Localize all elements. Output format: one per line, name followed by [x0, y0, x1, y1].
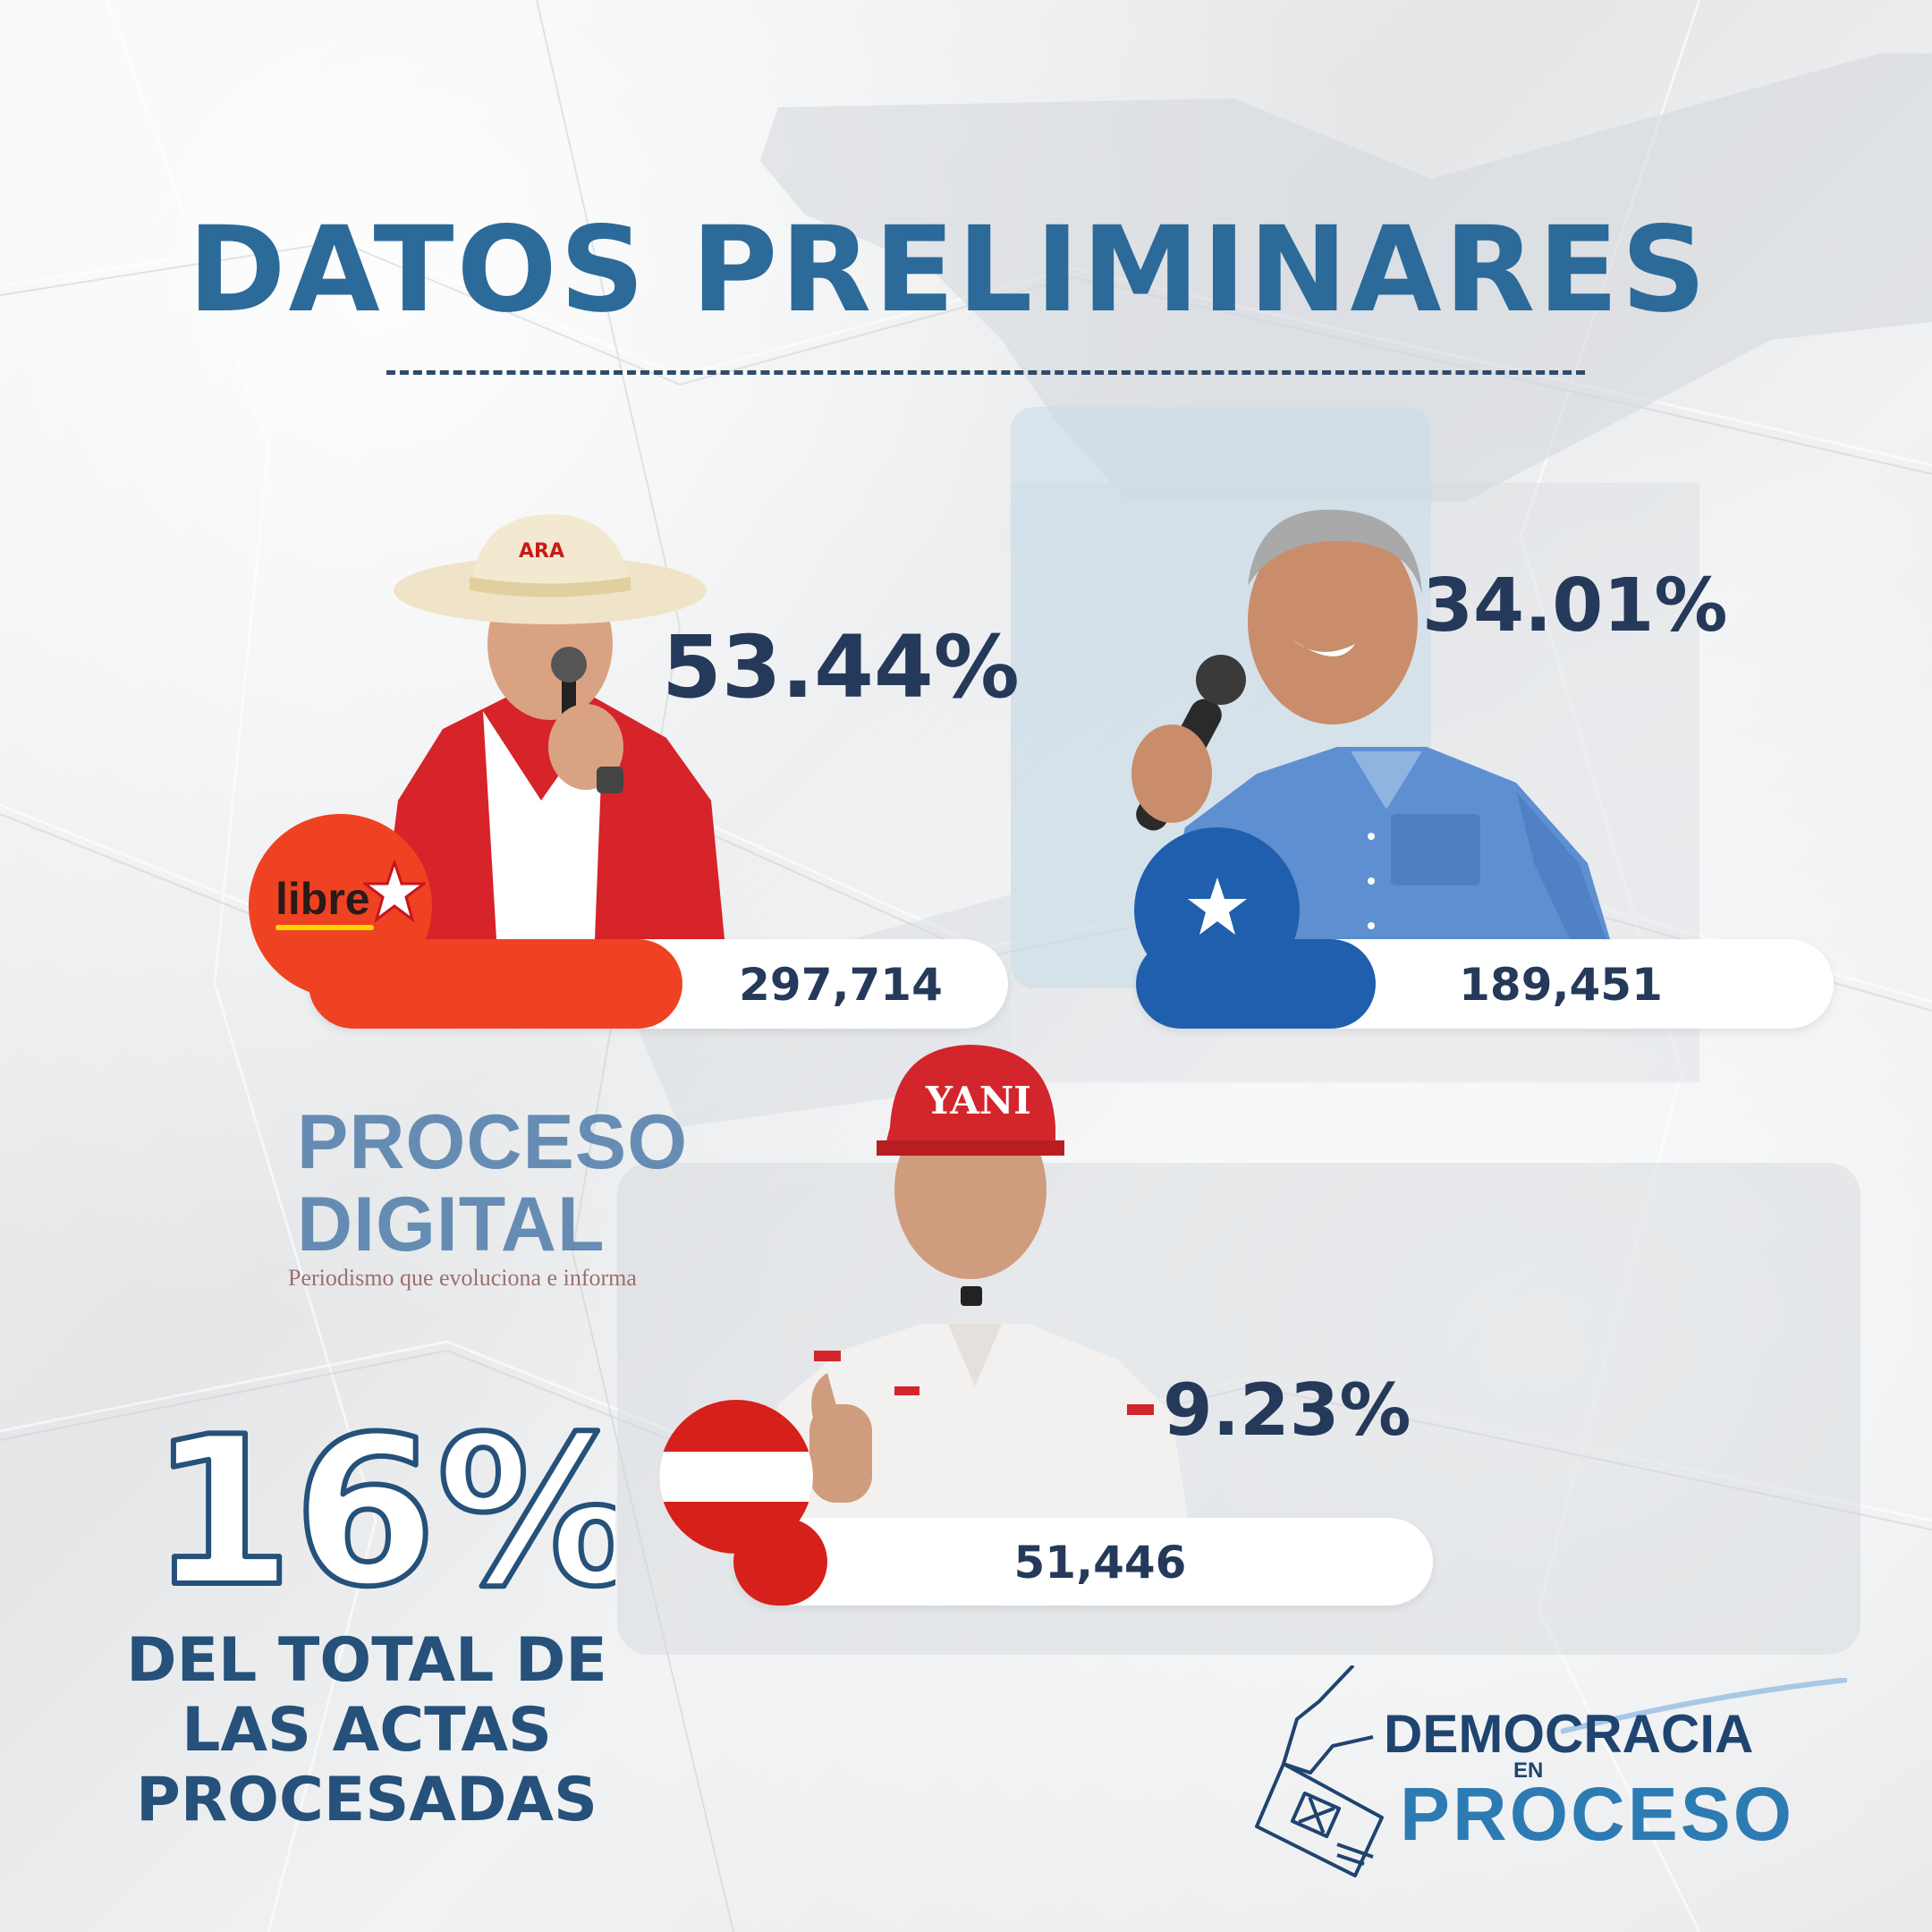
liberal-percent: 9.23%: [1163, 1368, 1411, 1452]
libre-logo-swoosh: [275, 925, 374, 930]
progress-caption: DEL TOTAL DE LAS ACTAS PROCESADAS: [89, 1626, 644, 1835]
liberal-vote-bar: [733, 1518, 1433, 1606]
candidate-liberal-photo: YANI: [760, 1045, 1190, 1530]
watermark-line2: DIGITAL: [297, 1182, 606, 1267]
liberal-votes: 51,446: [1013, 1537, 1187, 1589]
libre-votes: 297,714: [739, 959, 943, 1011]
watermark-line1: PROCESO: [297, 1099, 689, 1185]
libre-logo-text: libre: [275, 874, 370, 924]
libre-percent: 53.44%: [662, 617, 1020, 717]
liberal-cap-text: YANI: [925, 1079, 1031, 1123]
nacional-party-logo: [1134, 827, 1300, 993]
brand-swoosh: [1561, 1678, 1847, 1734]
star-icon: [1188, 877, 1247, 935]
nacional-percent: 34.01%: [1422, 564, 1728, 648]
liberal-party-logo: [659, 1400, 813, 1554]
libre-party-logo: libre: [249, 814, 432, 997]
progress-caption-line2: LAS ACTAS: [182, 1695, 552, 1766]
title-divider: [386, 370, 1585, 375]
svg-text:ARA: ARA: [519, 540, 564, 563]
progress-caption-line3: PROCESADAS: [135, 1765, 597, 1835]
brand-line3: PROCESO: [1400, 1772, 1795, 1856]
page-title: DATOS PRELIMINARES: [188, 201, 1709, 339]
ballot-box-icon: [1255, 1665, 1384, 1877]
star-icon: [363, 860, 426, 923]
liberal-flag-stripe: [659, 1452, 813, 1502]
brand-logo: DEMOCRACIA EN PROCESO: [1248, 1665, 1847, 1880]
nacional-votes: 189,451: [1459, 959, 1663, 1011]
progress-percent-text: 16%: [150, 1394, 615, 1614]
brand-line1: DEMOCRACIA: [1384, 1704, 1754, 1764]
brand-line2: EN: [1513, 1758, 1544, 1783]
progress-percent: 16%: [150, 1391, 615, 1614]
watermark-tagline: Periodismo que evoluciona e informa: [288, 1265, 637, 1291]
progress-caption-line1: DEL TOTAL DE: [126, 1625, 607, 1696]
candidate-libre-photo: ARA: [380, 514, 724, 939]
